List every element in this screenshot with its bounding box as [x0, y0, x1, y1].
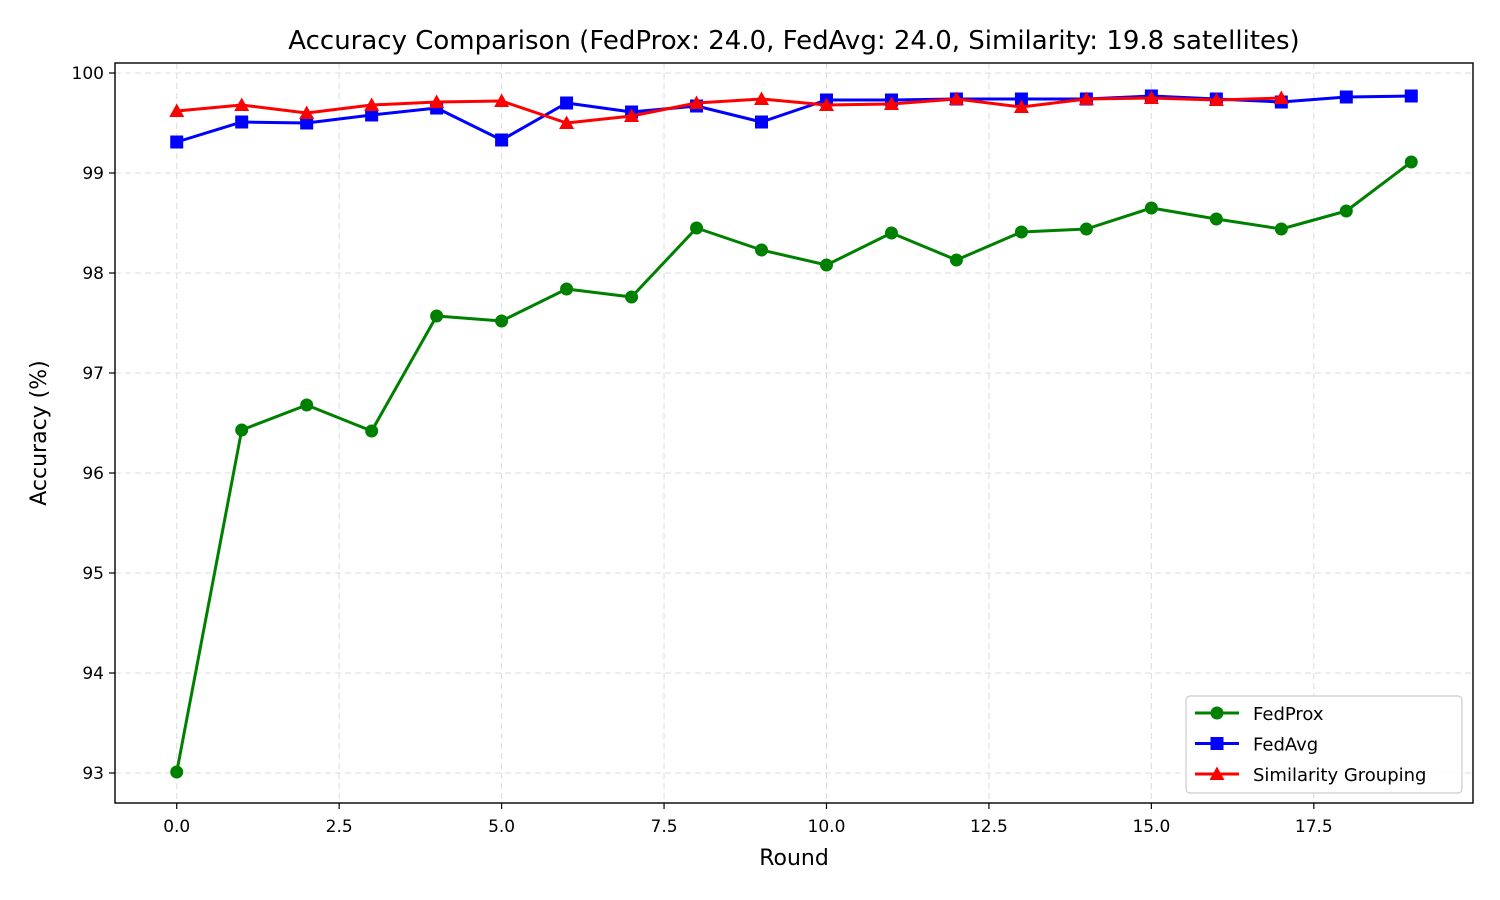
- fedprox-point: [884, 226, 898, 240]
- x-tick-label: 7.5: [651, 817, 678, 837]
- fedavg-point: [235, 115, 249, 129]
- fedprox-point: [235, 423, 249, 437]
- x-tick-label: 2.5: [326, 817, 353, 837]
- similarity-grouping-point: [494, 93, 510, 107]
- y-tick-label: 98: [82, 264, 104, 284]
- fedprox-point: [560, 282, 574, 296]
- fedprox-point: [690, 221, 704, 235]
- similarity-grouping-point: [429, 94, 445, 108]
- similarity-grouping-point: [624, 108, 640, 122]
- fedprox-point: [819, 258, 833, 272]
- plot-frame: [114, 62, 1474, 804]
- similarity-grouping-point: [364, 97, 380, 111]
- series-layer: [169, 89, 1418, 779]
- fedprox-point: [495, 314, 509, 328]
- fedprox-point: [1079, 222, 1093, 236]
- x-tick-label: 15.0: [1132, 817, 1170, 837]
- legend-item-fedavg: FedAvg: [1195, 735, 1318, 756]
- fedavg-point: [365, 108, 379, 122]
- similarity-grouping-point: [299, 105, 315, 119]
- x-tick-label: 17.5: [1295, 817, 1333, 837]
- fedavg-point: [170, 135, 184, 149]
- similarity-grouping-point: [1208, 92, 1224, 106]
- fedprox-point: [1144, 201, 1158, 215]
- similarity-grouping-point: [169, 103, 185, 117]
- legend-marker-fedavg: [1210, 737, 1224, 750]
- series-similarity-grouping: [169, 90, 1289, 129]
- fedprox-point: [625, 290, 639, 304]
- fedprox-point: [1339, 204, 1353, 218]
- legend-marker-fedprox: [1210, 706, 1224, 720]
- fedprox-point: [949, 253, 963, 267]
- similarity-grouping-point: [948, 91, 964, 105]
- fedavg-point: [1339, 90, 1353, 104]
- fedprox-point: [1274, 222, 1288, 236]
- legend-label-fedavg: FedAvg: [1253, 735, 1318, 756]
- fedprox-point: [755, 243, 769, 257]
- y-tick-label: 96: [82, 464, 104, 484]
- legend-box: [1185, 695, 1463, 794]
- x-tick-label: 10.0: [808, 817, 846, 837]
- fedprox-line: [175, 160, 1413, 773]
- x-axis-label: Round: [759, 846, 829, 871]
- legend-item-fedprox: FedProx: [1195, 704, 1324, 725]
- y-tick-label: 100: [72, 64, 104, 84]
- x-tick-label: 12.5: [970, 817, 1008, 837]
- similarity-grouping-point: [559, 115, 575, 129]
- y-tick-label: 97: [82, 364, 104, 384]
- similarity-grouping-point: [883, 96, 899, 110]
- fedavg-point: [1404, 89, 1418, 103]
- fedavg-point: [300, 116, 314, 130]
- similarity-grouping-line: [176, 96, 1282, 125]
- y-axis-label: Accuracy (%): [27, 360, 52, 506]
- fedprox-point: [300, 398, 314, 412]
- series-fedprox: [170, 155, 1418, 779]
- similarity-grouping-point: [689, 95, 705, 109]
- similarity-grouping-point: [1273, 90, 1289, 104]
- similarity-grouping-point: [1013, 99, 1029, 113]
- fedprox-point: [170, 765, 184, 779]
- grid-layer: [115, 63, 1473, 803]
- legend: FedProx FedAvg Similarity Grouping: [1185, 695, 1463, 794]
- fedavg-point: [1014, 92, 1028, 106]
- fedavg-point: [755, 115, 769, 129]
- similarity-grouping-point: [754, 91, 770, 105]
- y-tick-label: 94: [82, 664, 104, 684]
- chart-title: Accuracy Comparison (FedProx: 24.0, FedA…: [288, 26, 1299, 56]
- fedprox-point: [430, 309, 444, 323]
- tick-layer: 0.0 2.5 5.0 7.5 10.0 12.5 15.0 17.5 93 94 95 96 97 98…: [72, 64, 1333, 837]
- similarity-grouping-point: [1078, 91, 1094, 105]
- legend-label-similarity-grouping: Similarity Grouping: [1253, 765, 1426, 786]
- fedprox-point: [1209, 212, 1223, 226]
- fedprox-point: [1404, 155, 1418, 169]
- similarity-grouping-point: [1143, 90, 1159, 104]
- similarity-grouping-point: [818, 97, 834, 111]
- fedprox-point: [1014, 225, 1028, 239]
- x-tick-label: 5.0: [488, 817, 515, 837]
- fedavg-point: [495, 133, 509, 147]
- legend-marker-similarity-grouping: [1209, 766, 1225, 780]
- y-tick-label: 99: [82, 164, 104, 184]
- fedavg-point: [560, 96, 574, 110]
- y-tick-label: 93: [82, 764, 104, 784]
- similarity-grouping-point: [234, 97, 250, 111]
- legend-label-fedprox: FedProx: [1253, 704, 1324, 725]
- fedprox-point: [365, 424, 379, 438]
- x-tick-label: 0.0: [163, 817, 190, 837]
- y-tick-label: 95: [82, 564, 104, 584]
- legend-items: FedProx FedAvg Similarity Grouping: [1195, 704, 1426, 786]
- legend-item-similarity-grouping: Similarity Grouping: [1195, 765, 1426, 786]
